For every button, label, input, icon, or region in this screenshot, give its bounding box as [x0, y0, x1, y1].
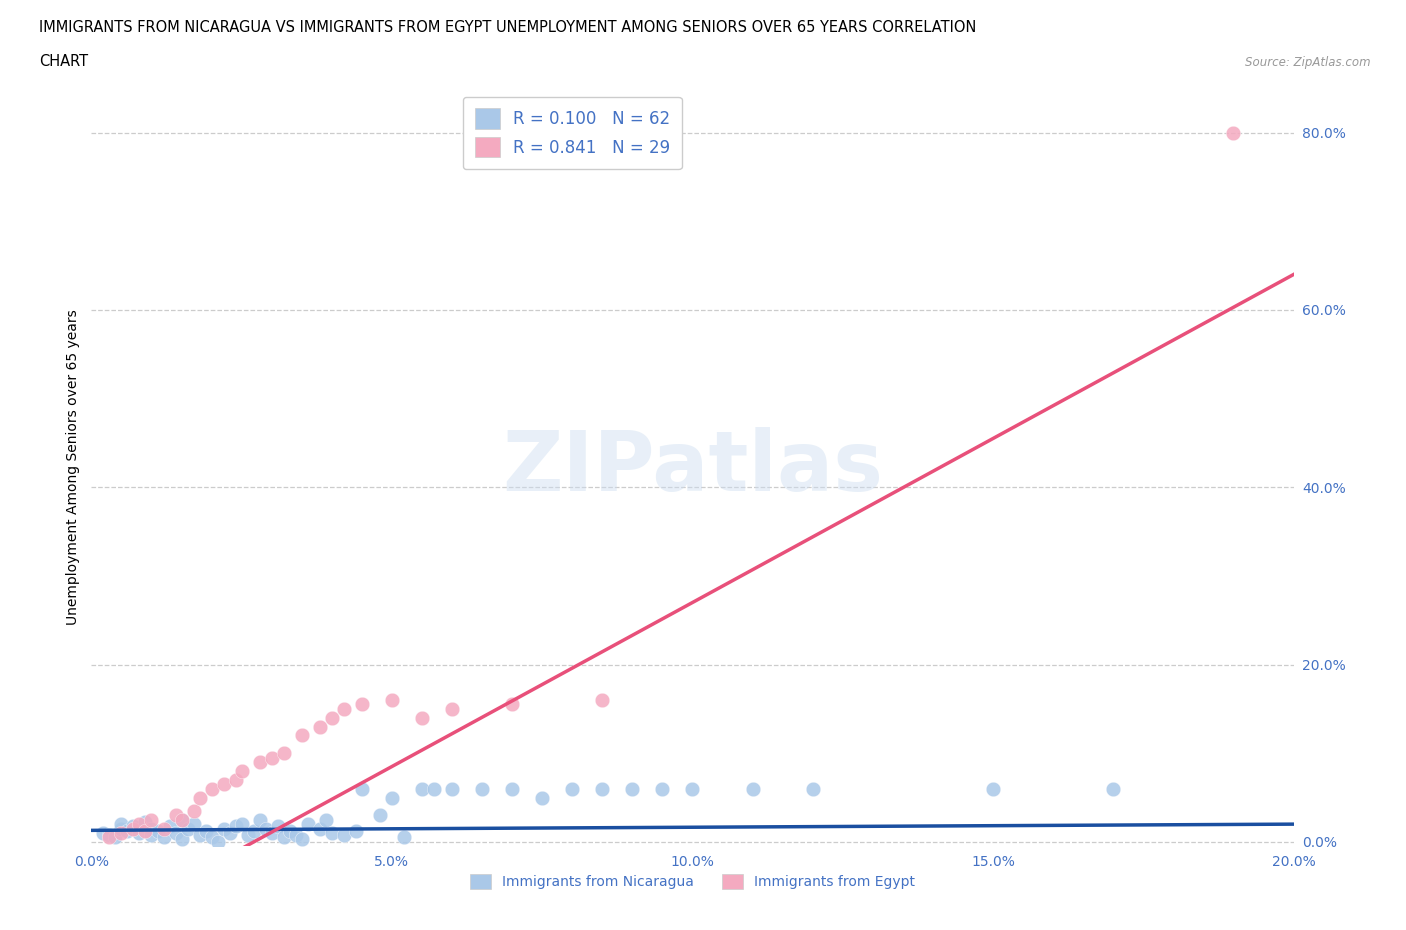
Point — [242, 824, 264, 839]
Point — [321, 826, 343, 841]
Point — [165, 808, 187, 823]
Point — [110, 817, 132, 831]
Point — [212, 777, 235, 791]
Point — [681, 781, 703, 796]
Point — [501, 697, 523, 711]
Point — [201, 781, 224, 796]
Point — [333, 701, 356, 716]
Point — [254, 821, 277, 836]
Point — [231, 817, 253, 831]
Point — [225, 818, 247, 833]
Point — [110, 826, 132, 841]
Point — [183, 804, 205, 818]
Point — [801, 781, 824, 796]
Point — [315, 812, 337, 827]
Text: IMMIGRANTS FROM NICARAGUA VS IMMIGRANTS FROM EGYPT UNEMPLOYMENT AMONG SENIORS OV: IMMIGRANTS FROM NICARAGUA VS IMMIGRANTS … — [39, 20, 977, 35]
Point — [134, 824, 156, 839]
Point — [284, 828, 307, 843]
Point — [218, 826, 240, 841]
Point — [368, 808, 391, 823]
Point — [291, 728, 314, 743]
Point — [591, 693, 613, 708]
Point — [278, 824, 301, 839]
Point — [423, 781, 446, 796]
Point — [152, 821, 174, 836]
Point — [273, 746, 295, 761]
Point — [207, 834, 229, 849]
Point — [152, 830, 174, 844]
Point — [344, 824, 367, 839]
Point — [249, 812, 271, 827]
Point — [146, 824, 169, 839]
Point — [194, 824, 217, 839]
Point — [93, 826, 115, 841]
Point — [141, 812, 163, 827]
Point — [321, 711, 343, 725]
Point — [561, 781, 583, 796]
Point — [350, 697, 373, 711]
Point — [291, 831, 314, 846]
Point — [170, 812, 193, 827]
Point — [333, 828, 356, 843]
Point — [297, 817, 319, 831]
Point — [122, 818, 145, 833]
Y-axis label: Unemployment Among Seniors over 65 years: Unemployment Among Seniors over 65 years — [66, 310, 80, 625]
Point — [651, 781, 673, 796]
Point — [381, 790, 404, 805]
Point — [170, 831, 193, 846]
Point — [392, 830, 415, 844]
Point — [411, 781, 433, 796]
Text: CHART: CHART — [39, 54, 89, 69]
Point — [231, 764, 253, 778]
Point — [350, 781, 373, 796]
Point — [260, 751, 283, 765]
Point — [308, 821, 330, 836]
Point — [308, 719, 330, 734]
Point — [110, 821, 132, 836]
Point — [381, 693, 404, 708]
Point — [591, 781, 613, 796]
Point — [141, 821, 163, 836]
Point — [621, 781, 644, 796]
Point — [471, 781, 494, 796]
Point — [134, 815, 156, 830]
Point — [741, 781, 763, 796]
Point — [531, 790, 554, 805]
Point — [201, 830, 224, 844]
Point — [260, 826, 283, 841]
Point — [267, 818, 290, 833]
Point — [170, 812, 193, 827]
Point — [981, 781, 1004, 796]
Point — [1102, 781, 1125, 796]
Point — [128, 817, 150, 831]
Point — [122, 821, 145, 836]
Point — [104, 830, 127, 844]
Point — [98, 828, 121, 843]
Point — [273, 830, 295, 844]
Point — [98, 830, 121, 844]
Point — [501, 781, 523, 796]
Point — [440, 701, 463, 716]
Point — [165, 826, 187, 841]
Point — [440, 781, 463, 796]
Point — [1222, 126, 1244, 140]
Point — [249, 754, 271, 769]
Point — [411, 711, 433, 725]
Point — [128, 826, 150, 841]
Point — [159, 818, 181, 833]
Point — [188, 790, 211, 805]
Text: ZIPatlas: ZIPatlas — [502, 427, 883, 508]
Point — [117, 824, 139, 839]
Text: Source: ZipAtlas.com: Source: ZipAtlas.com — [1246, 56, 1371, 69]
Point — [183, 817, 205, 831]
Point — [141, 828, 163, 843]
Legend: Immigrants from Nicaragua, Immigrants from Egypt: Immigrants from Nicaragua, Immigrants fr… — [463, 868, 922, 897]
Point — [236, 828, 259, 843]
Point — [225, 773, 247, 788]
Point — [212, 821, 235, 836]
Point — [188, 828, 211, 843]
Point — [176, 821, 198, 836]
